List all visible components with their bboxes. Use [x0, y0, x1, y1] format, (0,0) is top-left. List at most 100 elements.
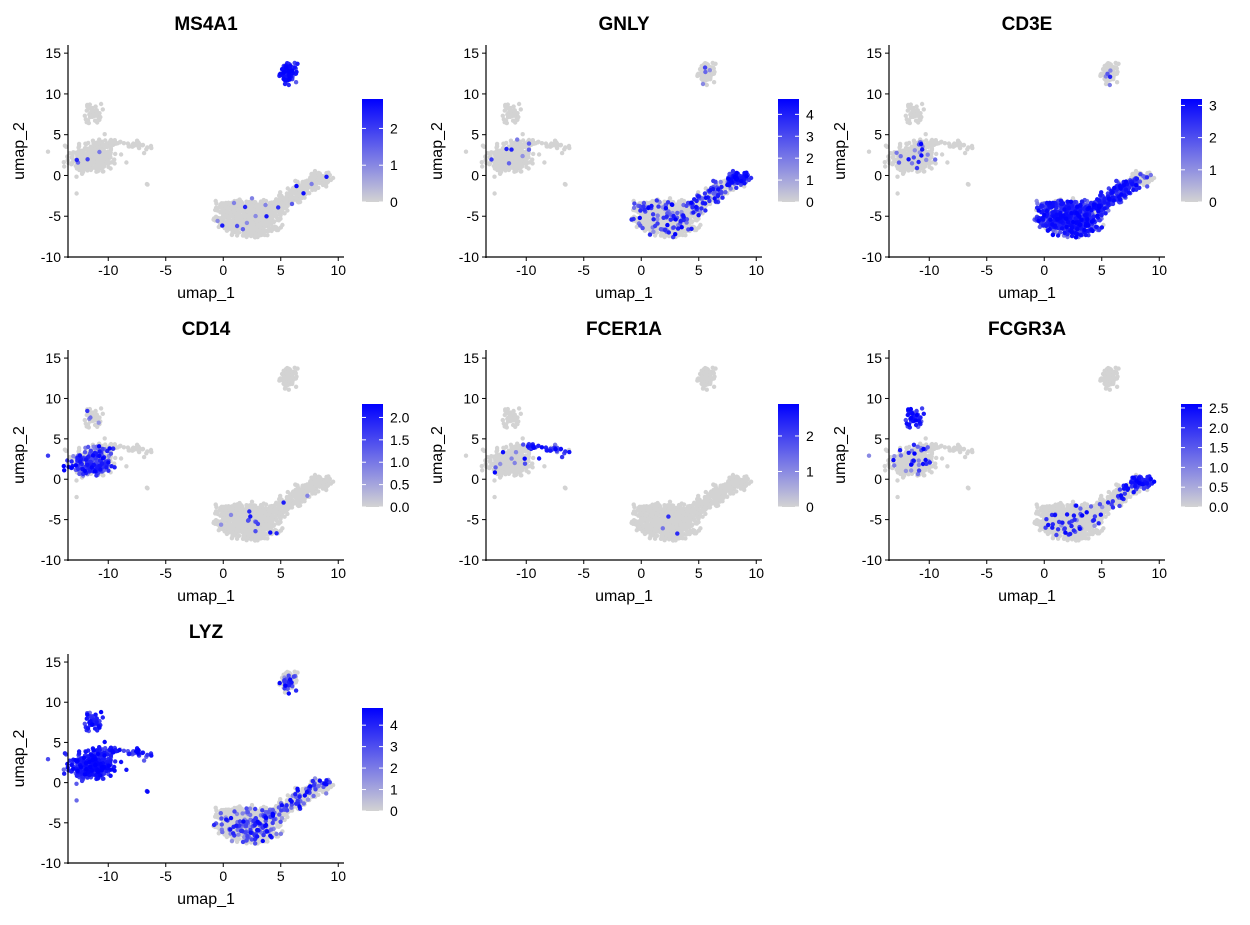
- scatter-point: [73, 163, 79, 169]
- scatter-point: [301, 191, 306, 196]
- panel-title: CD3E: [1002, 14, 1053, 35]
- scatter-point: [307, 191, 312, 196]
- scatter-point: [285, 203, 290, 209]
- legend-colorbar: [1181, 99, 1202, 202]
- scatter-point: [703, 78, 708, 83]
- scatter-point: [647, 232, 653, 237]
- y-tick-label: 10: [45, 86, 61, 102]
- legend-tick-label: 2: [1209, 130, 1217, 146]
- scatter-point: [664, 214, 669, 219]
- scatter-point: [673, 232, 678, 237]
- scatter-point: [734, 170, 739, 176]
- scatter-point: [85, 104, 90, 109]
- scatter-point: [732, 174, 737, 180]
- x-tick-label: -5: [578, 262, 591, 278]
- scatter-point: [225, 219, 231, 224]
- scatter-point: [910, 106, 915, 112]
- scatter-point: [492, 191, 497, 196]
- scatter-point: [249, 219, 254, 225]
- scatter-point: [112, 157, 117, 162]
- scatter-point: [919, 153, 924, 158]
- scatter-point: [711, 80, 717, 85]
- y-axis-label: umap_2: [11, 122, 28, 180]
- scatter-point: [559, 150, 565, 156]
- scatter-point: [704, 82, 709, 88]
- scatter-point: [866, 149, 872, 154]
- scatter-point: [285, 208, 290, 213]
- scatter-point: [883, 164, 888, 169]
- scatter-point: [927, 164, 932, 170]
- scatter-point: [1071, 219, 1076, 225]
- legend-tick-label: 1: [806, 172, 814, 188]
- scatter-point: [1148, 172, 1154, 178]
- scatter-point: [637, 215, 642, 221]
- scatter-point: [293, 80, 299, 85]
- scatter-point: [526, 141, 532, 146]
- scatter-point: [74, 478, 79, 483]
- scatter-point: [507, 106, 512, 112]
- scatter-point: [495, 167, 500, 173]
- scatter-point: [273, 210, 278, 215]
- scatter-point: [703, 208, 708, 213]
- y-tick-label: -5: [49, 208, 62, 224]
- scatter-point: [109, 160, 114, 165]
- legend-colorbar: [362, 99, 383, 202]
- scatter-point: [966, 145, 971, 150]
- scatter-point: [696, 213, 701, 218]
- scatter-point: [223, 213, 228, 218]
- scatter-point: [646, 213, 652, 219]
- scatter-point: [102, 436, 107, 441]
- scatter-point: [1134, 183, 1139, 188]
- scatter-point: [74, 494, 79, 500]
- scatter-point: [121, 141, 127, 146]
- scatter-point: [1054, 212, 1059, 217]
- scatter-point: [900, 171, 906, 176]
- scatter-point: [234, 218, 239, 223]
- scatter-point: [289, 201, 295, 207]
- scatter-point: [689, 226, 694, 231]
- scatter-point: [655, 221, 660, 226]
- scatter-point: [251, 207, 256, 212]
- scatter-point: [276, 205, 281, 210]
- scatter-point: [1047, 200, 1052, 206]
- scatter-point: [90, 158, 96, 163]
- scatter-point: [264, 214, 269, 219]
- scatter-point: [1059, 226, 1065, 231]
- x-tick-label: 10: [1151, 262, 1167, 278]
- y-tick-label: 15: [45, 45, 61, 61]
- scatter-point: [643, 219, 649, 224]
- scatter-point: [1138, 172, 1143, 177]
- scatter-point: [45, 149, 51, 154]
- scatter-point: [920, 147, 925, 152]
- scatter-point: [105, 159, 110, 164]
- scatter-point: [277, 193, 282, 199]
- scatter-point: [500, 161, 505, 166]
- scatter-point: [689, 200, 694, 205]
- scatter-point: [494, 141, 500, 147]
- scatter-point: [905, 108, 910, 113]
- scatter-point: [82, 113, 88, 119]
- scatter-point: [523, 159, 528, 164]
- scatter-point: [103, 442, 108, 447]
- scatter-point: [1097, 203, 1102, 208]
- scatter-point: [1114, 178, 1119, 184]
- scatter-point: [533, 141, 538, 146]
- x-tick-label: -10: [516, 262, 536, 278]
- scatter-point: [85, 157, 90, 162]
- scatter-point: [509, 147, 514, 152]
- scatter-point: [962, 150, 968, 156]
- scatter-point: [716, 187, 721, 192]
- feature-panel-cd14: CD14-10 -5 0 5 10-10-5051015umap_1umap_20.00…: [11, 319, 410, 605]
- scatter-point: [258, 199, 264, 204]
- scatter-point: [894, 150, 899, 155]
- scatter-point: [84, 120, 89, 125]
- scatter-point: [629, 217, 634, 222]
- scatter-point: [656, 204, 661, 209]
- scatter-point: [671, 225, 676, 230]
- scatter-point: [501, 142, 507, 147]
- legend-tick-label: 1: [1209, 162, 1217, 178]
- scatter-point: [294, 183, 299, 189]
- scatter-point: [124, 160, 129, 165]
- scatter-point: [924, 138, 929, 143]
- scatter-point: [662, 234, 667, 240]
